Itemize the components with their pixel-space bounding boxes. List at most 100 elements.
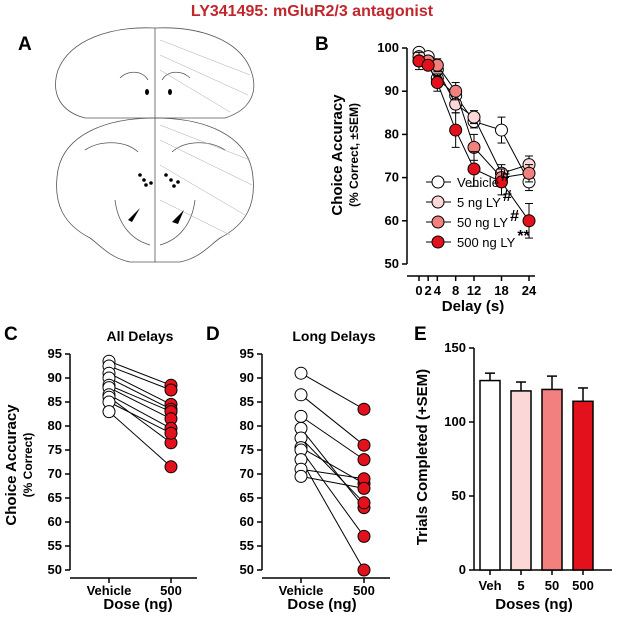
trials-completed-bar-chart: 0 50 100 150 Veh 5 50 500 Trials Completed (+S… [414, 340, 612, 613]
panel-d-points [294, 366, 371, 577]
pair-line [108, 360, 172, 386]
legend-label: Vehicle [457, 175, 499, 190]
pair-line [108, 372, 172, 405]
ytick-label: 75 [240, 442, 254, 457]
xtick-label: 5 [517, 578, 524, 593]
ytick-label: 70 [240, 466, 254, 481]
pair-line [300, 372, 365, 410]
panel-label-e: E [414, 324, 427, 345]
legend-significance-marker: # [501, 168, 510, 185]
ytick-label: 95 [48, 346, 62, 361]
infusion-site-dot [142, 178, 146, 182]
legend-significance-marker: # [503, 188, 512, 205]
panel-c-axes: 50 55 60 65 70 75 80 85 90 95 Vehicle 500 [48, 346, 197, 598]
data-point [467, 162, 481, 176]
xtick-label: 500 [160, 583, 182, 598]
panel-b-xtick-label: 4 [434, 283, 442, 298]
panel-b-ylabel: Choice Accuracy [329, 94, 346, 216]
data-point [430, 76, 444, 90]
ytick-label: 75 [48, 442, 62, 457]
pair-line [300, 394, 365, 446]
infusion-site-dot [169, 178, 173, 182]
legend-significance-marker: # [510, 208, 519, 225]
ytick-label: 55 [48, 538, 62, 553]
pair-line [108, 377, 172, 410]
ly500-point [164, 460, 178, 474]
legend-marker [431, 175, 445, 189]
panel-c-ylabel: Choice Accuracy [3, 404, 20, 526]
ytick-label: 150 [444, 340, 466, 355]
ytick-label: 100 [444, 414, 466, 429]
xtick-label: Vehicle [279, 583, 324, 598]
panel-d-axes: 50 55 60 65 70 75 80 85 90 95 Vehicle 500 [240, 346, 390, 598]
pair-line [108, 396, 172, 444]
brain-section-lower [56, 117, 254, 263]
panel-b-ylabel-sub: (% Correct, ±SEM) [347, 103, 361, 207]
data-point [449, 84, 463, 98]
ytick-label: 80 [48, 418, 62, 433]
infusion-site-dot [172, 184, 176, 188]
ly500-point [357, 563, 371, 577]
data-point [495, 175, 508, 189]
ventricle-marker [172, 210, 184, 224]
pair-line [108, 387, 172, 420]
pair-line [300, 468, 365, 480]
ly500-point [164, 383, 178, 397]
pair-line [108, 384, 172, 413]
ytick-label: 85 [240, 394, 254, 409]
panel-c-xlabel: Dose (ng) [103, 596, 172, 613]
ytick-label: 90 [48, 370, 62, 385]
vehicle-point [294, 409, 308, 423]
panel-b-ytick-label: 70 [385, 170, 399, 185]
panel-b-ytick-label: 90 [385, 83, 399, 98]
panel-label-a: A [18, 34, 32, 55]
panel-e-bars: Veh 5 50 500 [478, 372, 594, 593]
ly500-point [357, 438, 371, 452]
ytick-label: 95 [240, 346, 254, 361]
vehicle-point [102, 405, 116, 419]
legend-label: 500 ng LY [457, 235, 516, 250]
panel-label-c: C [4, 324, 18, 345]
vehicle-point [294, 469, 308, 483]
infusion-site-dot [164, 173, 168, 177]
xtick-label: Veh [478, 578, 501, 593]
xtick-label: Vehicle [87, 583, 132, 598]
legend-label: 50 ng LY [457, 215, 508, 230]
data-point [467, 110, 481, 124]
pair-line [300, 449, 365, 537]
ly500-point [357, 496, 371, 510]
pair-line [108, 401, 172, 434]
ytick-label: 70 [48, 466, 62, 481]
panel-d-title: Long Delays [292, 328, 375, 344]
ytick-label: 0 [459, 562, 466, 577]
ytick-label: 65 [48, 490, 62, 505]
vehicle-point [294, 388, 308, 402]
data-point [522, 166, 536, 180]
pair-line [300, 475, 365, 489]
vehicle-point [294, 366, 308, 380]
panel-b-xlabel: Delay (s) [442, 298, 505, 315]
panel-b-xtick-label: 18 [494, 283, 508, 298]
pair-line [300, 415, 365, 461]
panel-e-xlabel: Doses (ng) [495, 596, 573, 613]
panel-e-ylabel: Trials Completed (+SEM) [414, 369, 431, 545]
data-point [495, 123, 508, 137]
panel-b-ytick-label: 100 [377, 40, 399, 55]
infusion-site-dot [176, 180, 180, 184]
panel-b-ytick-label: 60 [385, 213, 399, 228]
pair-line [300, 428, 365, 508]
bar-500 [572, 400, 594, 571]
infusion-site-dot [138, 173, 142, 177]
legend-marker [431, 195, 445, 209]
infusion-site-dot [144, 183, 148, 187]
panel-label-b: B [315, 34, 329, 55]
ytick-label: 60 [240, 514, 254, 529]
ytick-label: 50 [452, 488, 466, 503]
figure-title: LY341495: mGluR2/3 antagonist [191, 3, 434, 20]
ytick-label: 50 [48, 562, 62, 577]
panel-b-xtick-label: 12 [467, 283, 481, 298]
panel-c-points [102, 354, 178, 474]
